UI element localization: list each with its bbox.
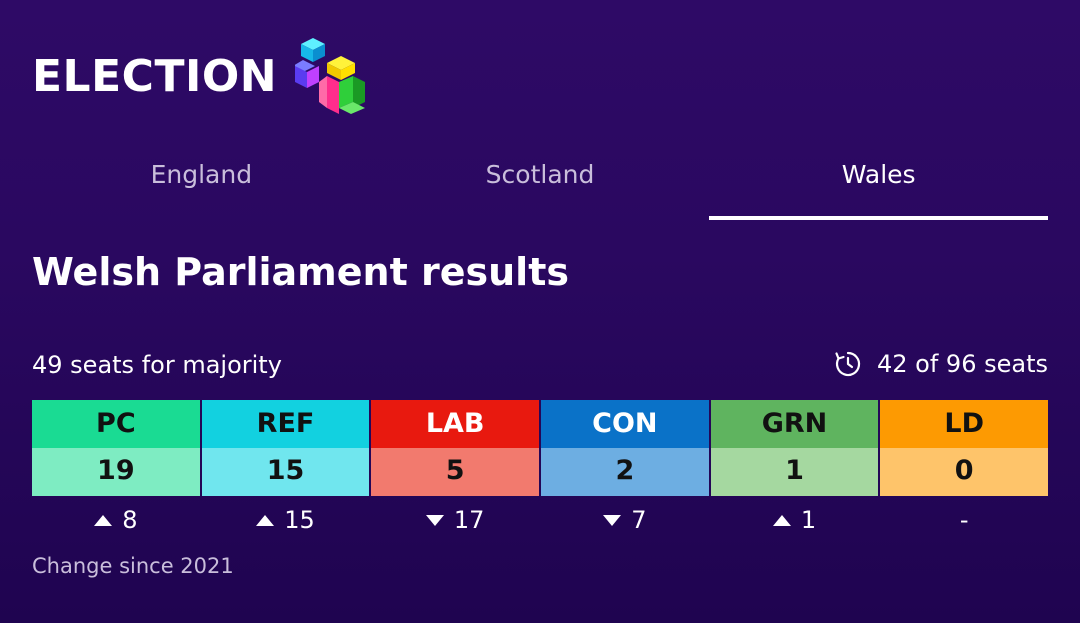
seats-progress: 42 of 96 seats [833,349,1048,379]
party-seats: 19 [32,448,200,496]
party-name: LAB [371,400,540,448]
party-seats: 2 [541,448,709,496]
party-name: PC [32,400,200,448]
results-table: PC 19 8 REF 15 15 LAB 5 17 CON 2 7 GRN 1 [32,400,1049,544]
party-column-con: CON 2 7 [541,400,709,544]
party-change-value: 15 [284,506,315,534]
party-seats: 15 [201,448,370,496]
tab-england[interactable]: England [150,160,253,189]
party-change: 15 [202,496,370,544]
party-name: LD [880,400,1049,448]
change-arrow-icon [772,514,791,526]
election-logo-icon [295,38,366,114]
tab-wales[interactable]: Wales [709,148,1048,220]
party-column-ld: LD 0 - [880,400,1049,544]
party-column-lab: LAB 5 17 [371,400,540,544]
page-title: Welsh Parliament results [32,250,569,294]
party-seats: 0 [880,448,1049,496]
election-title: ELECTION [32,50,278,102]
party-column-ref: REF 15 15 [201,400,370,544]
change-arrow-icon [425,514,444,526]
party-change: 1 [711,496,879,544]
change-since-note: Change since 2021 [32,554,234,578]
party-name: GRN [710,400,879,448]
change-arrow-icon [256,514,275,526]
party-seats: 5 [371,448,540,496]
party-change: 7 [541,496,709,544]
party-change-value: - [959,506,969,534]
party-column-pc: PC 19 8 [32,400,200,544]
change-arrow-icon [603,514,622,526]
party-change: 8 [32,496,200,544]
party-seats: 1 [710,448,879,496]
party-change: - [880,496,1048,544]
party-change-value: 8 [122,506,138,534]
party-change-value: 17 [453,506,485,534]
party-name: CON [541,400,709,448]
party-change-value: 1 [800,506,817,534]
party-name: REF [201,400,370,448]
timer-icon [835,351,861,377]
party-change-value: 7 [631,506,647,534]
seats-progress-text: 42 of 96 seats [877,350,1048,378]
region-tabs: England Scotland Wales [32,148,1048,220]
tab-scotland[interactable]: Scotland [485,160,595,189]
party-column-grn: GRN 1 1 [710,400,879,544]
majority-text: 49 seats for majority [32,351,282,379]
party-change: 17 [371,496,539,544]
header: ELECTION [32,36,367,116]
change-arrow-icon [94,514,113,526]
